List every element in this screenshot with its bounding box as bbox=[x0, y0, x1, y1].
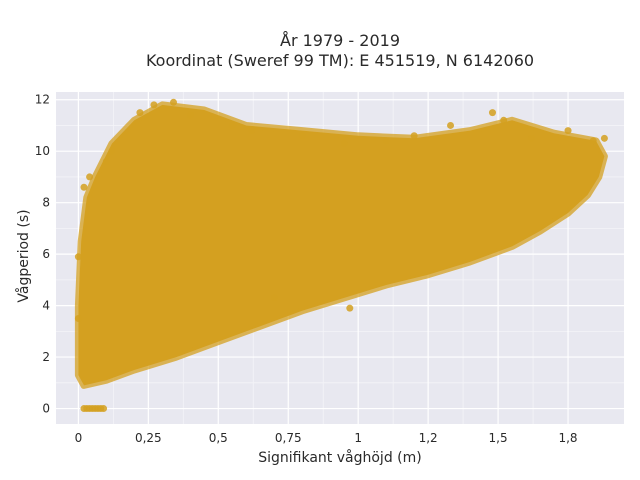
outlier-point bbox=[74, 253, 82, 261]
y-tick-label: 0 bbox=[42, 402, 50, 416]
x-tick-label: 1 bbox=[354, 431, 362, 445]
y-tick-label: 10 bbox=[35, 144, 50, 158]
outlier-point bbox=[170, 98, 178, 106]
outlier-point bbox=[108, 147, 116, 155]
point-cloud bbox=[74, 101, 608, 389]
outlier-point bbox=[80, 183, 88, 191]
x-tick-label: 1,5 bbox=[489, 431, 508, 445]
y-axis-label: Vågperiod (s) bbox=[15, 209, 32, 302]
x-tick-label: 1,2 bbox=[419, 431, 438, 445]
data-points bbox=[74, 98, 608, 413]
chart-title-line2: Koordinat (Sweref 99 TM): E 451519, N 61… bbox=[146, 51, 534, 70]
y-tick-label: 4 bbox=[42, 299, 50, 313]
outlier-point bbox=[382, 137, 390, 145]
y-tick-label: 6 bbox=[42, 247, 50, 261]
outlier-point bbox=[447, 121, 455, 129]
outlier-point bbox=[74, 314, 82, 322]
outlier-point bbox=[228, 121, 236, 129]
x-tick-label: 0,25 bbox=[135, 431, 162, 445]
outlier-point bbox=[86, 173, 94, 181]
outlier-point bbox=[410, 132, 418, 140]
chart-title-line1: År 1979 - 2019 bbox=[280, 31, 400, 50]
outlier-point bbox=[564, 127, 572, 135]
y-tick-labels: 0 2 4 6 8 10 12 bbox=[35, 93, 50, 416]
y-tick-label: 12 bbox=[35, 93, 50, 107]
x-axis-label: Signifikant våghöjd (m) bbox=[258, 449, 421, 466]
outlier-point bbox=[186, 111, 194, 119]
outlier-point bbox=[528, 134, 536, 142]
point-cloud-body bbox=[74, 101, 608, 389]
outlier-point bbox=[500, 116, 508, 124]
outlier-point bbox=[102, 157, 110, 165]
x-tick-label: 0 bbox=[75, 431, 83, 445]
outlier-point bbox=[488, 109, 496, 117]
x-tick-labels: 0 0,25 0,5 0,75 1 1,2 1,5 1,8 bbox=[75, 431, 578, 445]
y-tick-label: 2 bbox=[42, 350, 50, 364]
zero-period-point bbox=[100, 405, 108, 413]
x-tick-label: 0,5 bbox=[209, 431, 228, 445]
outlier-point bbox=[150, 101, 158, 109]
outlier-point bbox=[589, 137, 597, 145]
outlier-point bbox=[136, 109, 144, 117]
outlier-point bbox=[346, 304, 354, 312]
outlier-point bbox=[298, 132, 306, 140]
outlier-point bbox=[248, 127, 256, 135]
x-tick-label: 0,75 bbox=[275, 431, 302, 445]
x-tick-label: 1,8 bbox=[558, 431, 577, 445]
outlier-point bbox=[270, 294, 278, 302]
outlier-point bbox=[340, 139, 348, 147]
y-tick-label: 8 bbox=[42, 196, 50, 210]
outlier-point bbox=[600, 134, 608, 142]
